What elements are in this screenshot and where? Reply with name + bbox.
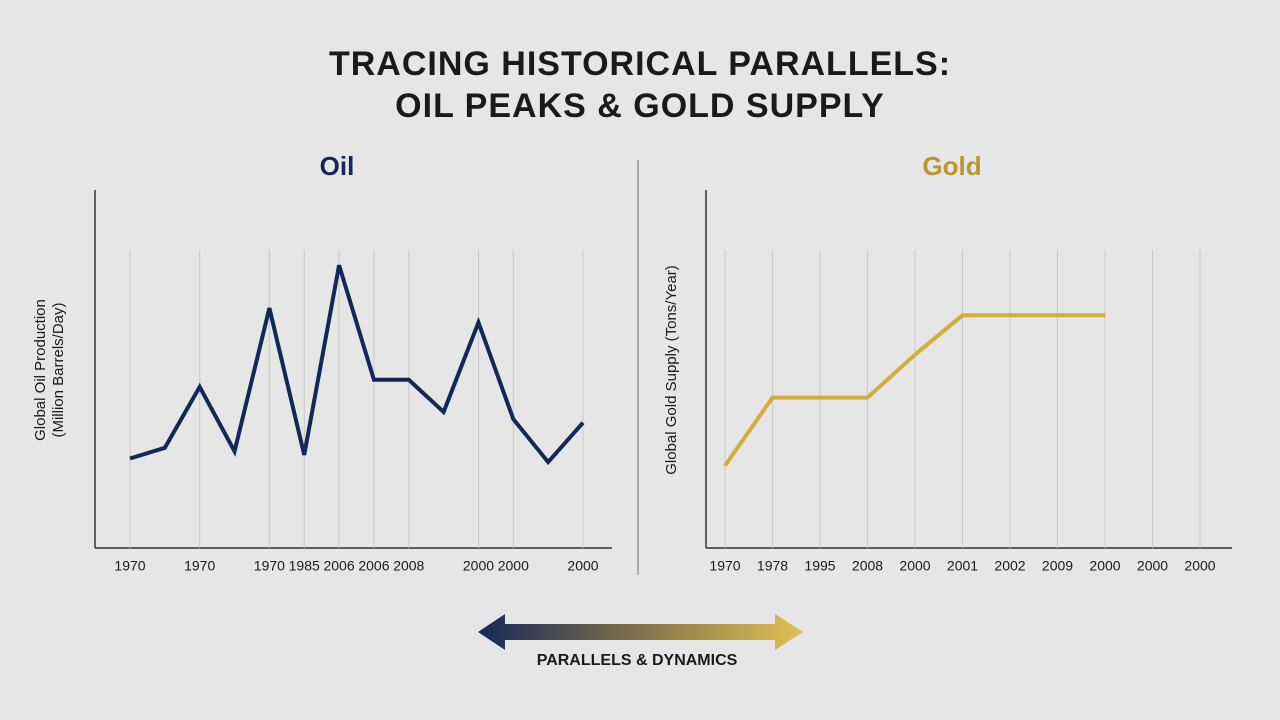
x-tick-label: 1970 [254,558,285,574]
x-tick-label: 2001 [947,558,978,574]
x-tick-label: 2002 [994,558,1025,574]
x-tick-label: 1970 [114,558,145,574]
x-tick-label: 1995 [804,558,835,574]
y-axis-title: Global Oil Production [32,299,49,441]
x-tick-label: 2000 [1184,558,1215,574]
x-tick-label: 2006 [358,558,389,574]
x-tick-label: 1970 [184,558,215,574]
x-tick-label: 2008 [393,558,424,574]
title-line: TRACING HISTORICAL PARALLELS: [329,45,951,83]
y-axis-title: Global Gold Supply (Tons/Year) [663,265,680,475]
panel-title: Oil [320,151,355,181]
x-tick-label: 2000 [899,558,930,574]
data-line [129,264,585,466]
x-tick-label: 1985 [289,558,320,574]
x-tick-label: 2000 [1089,558,1120,574]
arrow [478,614,803,650]
x-tick-label: 2000 [463,558,494,574]
x-tick-label: 2009 [1042,558,1073,574]
x-tick-label: 2006 [323,558,354,574]
x-tick-label: 2000 [567,558,598,574]
x-tick-label: 2000 [498,558,529,574]
data-line [723,313,1105,467]
x-tick-label: 1978 [757,558,788,574]
title-line: OIL PEAKS & GOLD SUPPLY [395,87,885,125]
x-tick-label: 2008 [852,558,883,574]
panel-title: Gold [922,151,981,181]
y-axis-title: (Million Barrels/Day) [50,302,67,437]
x-tick-label: 2000 [1137,558,1168,574]
x-tick-label: 1970 [709,558,740,574]
arrow-label: PARALLELS & DYNAMICS [537,652,738,669]
